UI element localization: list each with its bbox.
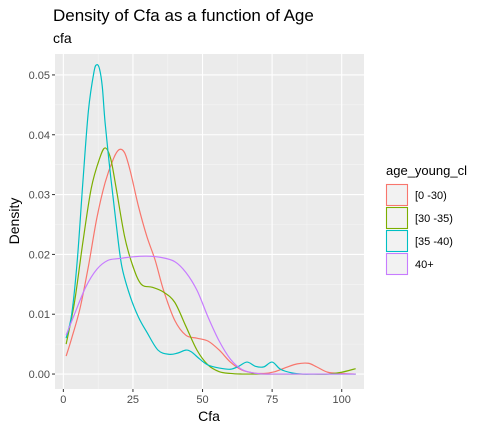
legend-key bbox=[385, 206, 409, 230]
legend-label: [30 -35) bbox=[415, 213, 453, 225]
density-line bbox=[65, 148, 356, 375]
density-line bbox=[65, 255, 356, 375]
density-line bbox=[65, 64, 356, 375]
y-tick-label: 0.02 bbox=[29, 249, 50, 261]
legend-key bbox=[385, 229, 409, 253]
y-axis: 0.00 0.01 0.02 0.03 0.04 0.05 bbox=[29, 70, 55, 381]
x-axis-title: Cfa bbox=[198, 408, 220, 424]
legend-item: [30 -35) bbox=[385, 206, 453, 230]
chart-subtitle: cfa bbox=[53, 30, 72, 46]
plot-panel bbox=[55, 54, 364, 389]
x-tick-label: 0 bbox=[60, 394, 66, 406]
x-tick-label: 25 bbox=[127, 394, 139, 406]
chart-title: Density of Cfa as a function of Age bbox=[53, 6, 314, 25]
legend: [0 -30) [30 -35) [35 -40) 40+ bbox=[385, 183, 453, 276]
x-tick-label: 75 bbox=[266, 394, 278, 406]
legend-key bbox=[385, 183, 409, 207]
legend-item: [0 -30) bbox=[385, 183, 447, 207]
legend-key bbox=[385, 252, 409, 276]
y-tick-label: 0.00 bbox=[29, 369, 50, 381]
y-axis-title: Density bbox=[6, 198, 22, 245]
legend-label: [35 -40) bbox=[415, 236, 453, 248]
legend-item: [35 -40) bbox=[385, 229, 453, 253]
y-tick-label: 0.05 bbox=[29, 70, 50, 82]
x-axis: 0 25 50 75 100 bbox=[60, 389, 351, 406]
legend-label: 40+ bbox=[415, 259, 434, 271]
y-tick-label: 0.04 bbox=[29, 130, 50, 142]
series-layer bbox=[65, 64, 356, 375]
y-tick-label: 0.03 bbox=[29, 190, 50, 202]
y-tick-label: 0.01 bbox=[29, 309, 50, 321]
legend-item: 40+ bbox=[385, 252, 434, 276]
x-tick-label: 50 bbox=[196, 394, 208, 406]
legend-label: [0 -30) bbox=[415, 190, 447, 202]
grid-minor bbox=[55, 54, 364, 389]
x-tick-label: 100 bbox=[333, 394, 351, 406]
legend-title: age_young_cl bbox=[386, 163, 467, 178]
